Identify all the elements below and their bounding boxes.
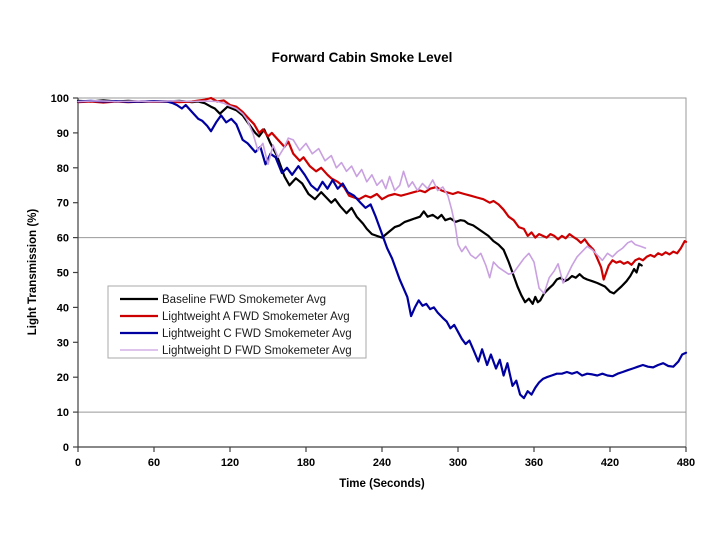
x-tick-label: 120 <box>221 457 239 469</box>
series-line-3 <box>77 100 647 295</box>
y-tick-label: 70 <box>57 198 69 210</box>
x-tick-label: 300 <box>449 457 467 469</box>
y-tick-label: 10 <box>57 407 69 419</box>
y-tick-label: 30 <box>57 337 69 349</box>
legend-label-0: Baseline FWD Smokemeter Avg <box>162 294 326 306</box>
x-tick-label: 240 <box>373 457 391 469</box>
x-axis-title: Time (Seconds) <box>339 478 425 490</box>
y-tick-label: 60 <box>57 233 69 245</box>
y-tick-label: 40 <box>57 302 69 314</box>
y-tick-label: 100 <box>51 93 69 105</box>
x-tick-label: 480 <box>677 457 695 469</box>
x-tick-label: 420 <box>601 457 619 469</box>
y-tick-label: 50 <box>57 268 69 280</box>
legend-label-1: Lightweight A FWD Smokemeter Avg <box>162 311 350 323</box>
y-tick-label: 80 <box>57 163 69 175</box>
series-line-1 <box>76 96 688 281</box>
x-tick-label: 0 <box>75 457 81 469</box>
y-tick-label: 90 <box>57 128 69 140</box>
plot-area: 0 10 20 30 40 50 60 70 80 90 100 0 60 120 180 240 300 360… <box>51 93 696 469</box>
plot-border <box>78 97 687 447</box>
y-tick-label: 0 <box>63 442 69 454</box>
legend-label-3: Lightweight D FWD Smokemeter Avg <box>162 345 352 357</box>
legend-label-2: Lightweight C FWD Smokemeter Avg <box>162 328 352 340</box>
y-tick-label: 20 <box>57 372 69 384</box>
x-tick-label: 360 <box>525 457 543 469</box>
chart-title: Forward Cabin Smoke Level <box>272 50 453 65</box>
x-tick-label: 60 <box>148 457 160 469</box>
x-tick-label: 180 <box>297 457 315 469</box>
series-line-0 <box>76 99 643 305</box>
series-line-2 <box>76 99 688 400</box>
y-axis-title: Light Transmission (%) <box>27 209 39 336</box>
legend-box: Baseline FWD Smokemeter Avg Lightweight A… <box>107 285 367 359</box>
